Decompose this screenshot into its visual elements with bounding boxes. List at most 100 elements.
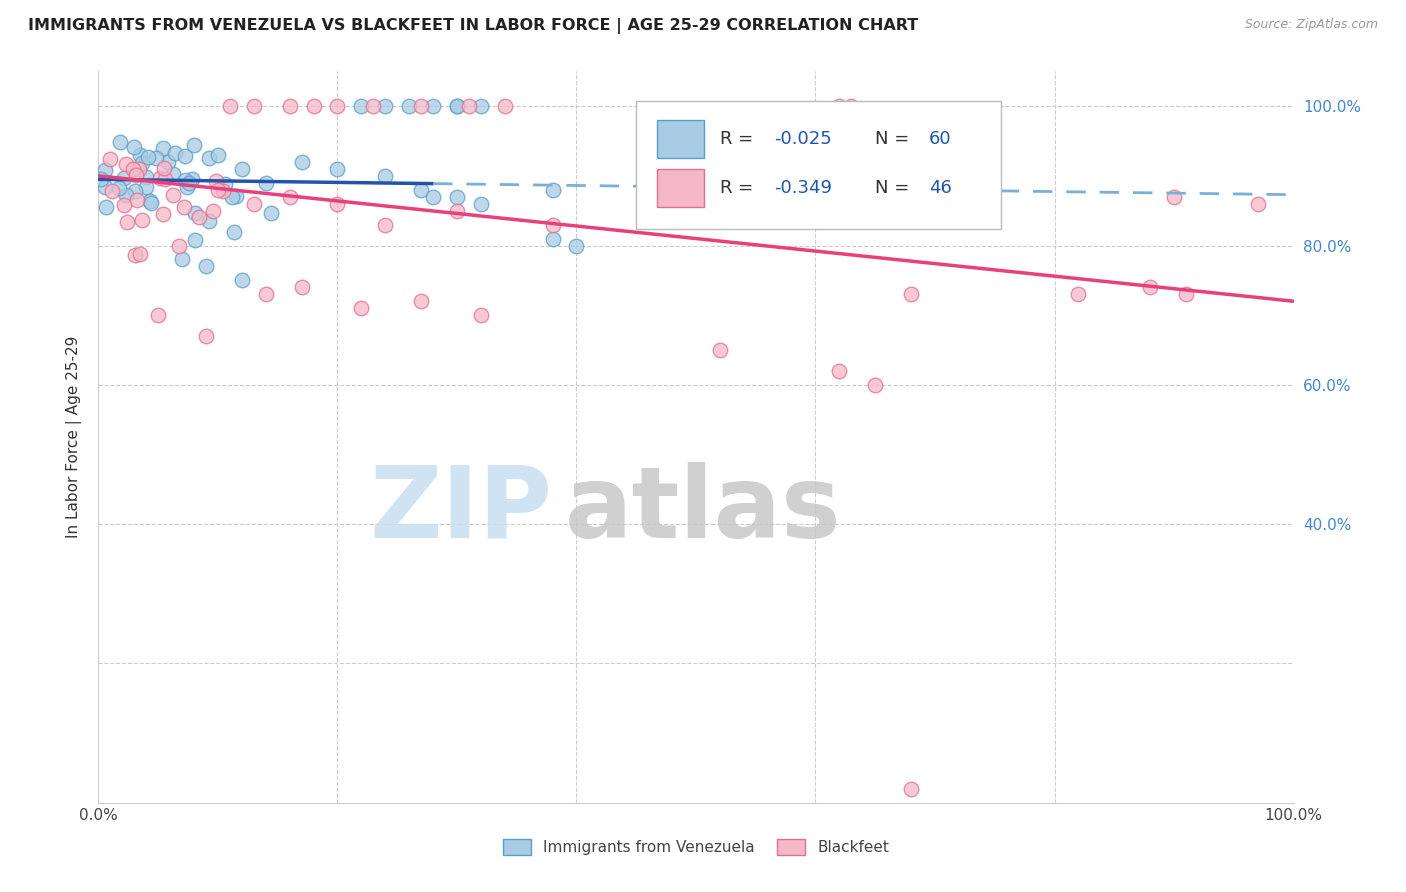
- Point: [115, 187, 138, 202]
- Point: [136, 150, 159, 164]
- Point: [411, 294, 433, 309]
- Point: [254, 176, 277, 190]
- Point: [326, 196, 349, 211]
- Point: [172, 252, 194, 267]
- Point: [363, 99, 385, 113]
- Point: [184, 206, 207, 220]
- Point: [865, 377, 887, 392]
- Point: [173, 200, 195, 214]
- Point: [181, 171, 204, 186]
- Point: [152, 207, 174, 221]
- Point: [411, 183, 433, 197]
- Text: ZIP: ZIP: [370, 462, 553, 558]
- Point: [90, 172, 112, 186]
- Point: [195, 260, 218, 274]
- Point: [278, 99, 301, 113]
- Point: [169, 238, 191, 252]
- Point: [254, 287, 277, 301]
- Point: [291, 155, 314, 169]
- Point: [446, 190, 468, 204]
- Point: [112, 170, 135, 185]
- Point: [93, 162, 115, 177]
- Point: [374, 99, 396, 113]
- Point: [458, 99, 481, 113]
- Point: [541, 183, 564, 197]
- Point: [446, 99, 468, 113]
- Point: [685, 183, 707, 197]
- Point: [195, 329, 218, 343]
- Point: [139, 194, 162, 208]
- Point: [131, 155, 153, 169]
- Point: [828, 99, 851, 113]
- Point: [156, 154, 179, 169]
- Text: atlas: atlas: [565, 462, 841, 558]
- Point: [841, 99, 863, 113]
- Point: [152, 161, 174, 175]
- Point: [207, 148, 229, 162]
- Point: [129, 148, 152, 162]
- Point: [225, 189, 247, 203]
- Bar: [657, 120, 704, 159]
- Text: -0.025: -0.025: [773, 130, 831, 148]
- Point: [135, 180, 157, 194]
- Point: [446, 203, 468, 218]
- Text: IMMIGRANTS FROM VENEZUELA VS BLACKFEET IN LABOR FORCE | AGE 25-29 CORRELATION CH: IMMIGRANTS FROM VENEZUELA VS BLACKFEET I…: [28, 18, 918, 34]
- Point: [422, 190, 444, 204]
- Point: [198, 214, 221, 228]
- Point: [900, 781, 922, 796]
- Point: [302, 99, 325, 113]
- Point: [214, 177, 236, 191]
- Point: [124, 140, 146, 154]
- Point: [179, 176, 201, 190]
- Point: [125, 168, 148, 182]
- Point: [122, 162, 145, 177]
- Point: [221, 190, 243, 204]
- Point: [128, 161, 150, 176]
- Point: [162, 187, 184, 202]
- Point: [131, 212, 153, 227]
- Point: [446, 99, 468, 113]
- Point: [114, 156, 136, 170]
- Point: [411, 99, 433, 113]
- Point: [110, 135, 132, 149]
- Point: [565, 238, 588, 252]
- Point: [1175, 287, 1198, 301]
- Point: [152, 140, 174, 154]
- Text: -0.349: -0.349: [773, 179, 832, 197]
- Point: [541, 231, 564, 245]
- Point: [470, 99, 492, 113]
- Point: [260, 206, 283, 220]
- Point: [94, 179, 117, 194]
- Point: [374, 169, 396, 183]
- Point: [278, 190, 301, 204]
- Point: [541, 218, 564, 232]
- Point: [124, 185, 146, 199]
- Point: [231, 273, 253, 287]
- Point: [149, 170, 172, 185]
- Point: [243, 99, 266, 113]
- Point: [326, 161, 349, 176]
- Point: [211, 185, 233, 199]
- Point: [115, 215, 138, 229]
- Point: [350, 301, 373, 316]
- Point: [243, 196, 266, 211]
- Point: [231, 161, 253, 176]
- Point: [112, 198, 135, 212]
- Text: 60: 60: [929, 130, 952, 148]
- Point: [1247, 196, 1270, 211]
- Point: [326, 99, 349, 113]
- FancyBboxPatch shape: [637, 101, 1001, 228]
- Point: [709, 343, 731, 357]
- Point: [108, 181, 131, 195]
- Point: [470, 196, 492, 211]
- Point: [101, 185, 124, 199]
- Point: [94, 200, 117, 214]
- Point: [125, 193, 148, 207]
- Point: [135, 169, 157, 184]
- Point: [148, 308, 170, 322]
- Text: R =: R =: [720, 130, 759, 148]
- Point: [145, 151, 167, 165]
- Point: [174, 173, 197, 187]
- Point: [291, 280, 314, 294]
- Point: [350, 99, 373, 113]
